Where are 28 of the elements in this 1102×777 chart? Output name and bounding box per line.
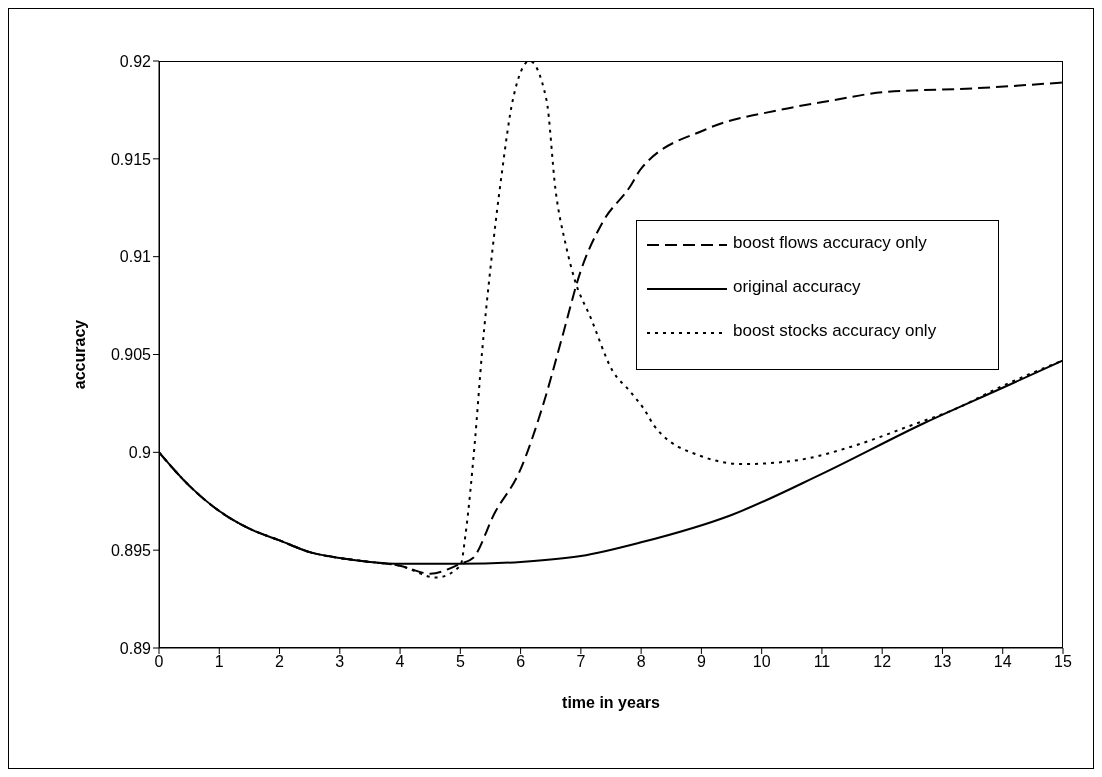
- x-axis-title: time in years: [562, 694, 661, 711]
- x-tick-label: 10: [752, 653, 771, 671]
- x-tick-label: 3: [335, 653, 345, 671]
- x-tick-label: 12: [873, 653, 892, 671]
- x-tick-label: 7: [576, 653, 586, 671]
- y-tick-label: 0.915: [110, 150, 152, 168]
- x-tick-label: 9: [696, 653, 706, 671]
- x-tick-label: 0: [154, 653, 164, 671]
- y-tick-label: 0.92: [119, 52, 152, 70]
- x-tick-label: 11: [813, 653, 831, 671]
- x-tick-label: 14: [993, 653, 1012, 671]
- y-tick-label: 0.9: [128, 444, 152, 462]
- y-tick-label: 0.91: [119, 248, 152, 266]
- legend-label: boost flows accuracy only: [733, 233, 927, 253]
- y-tick-label: 0.89: [119, 639, 152, 657]
- y-axis-title: accuracy: [70, 319, 88, 390]
- x-tick-label: 1: [214, 653, 224, 671]
- x-tick-label: 4: [395, 653, 405, 671]
- x-tick-label: 6: [516, 653, 526, 671]
- x-tick-label: 5: [455, 653, 465, 671]
- y-tick-label: 0.895: [110, 541, 152, 559]
- x-tick-label: 13: [933, 653, 952, 671]
- legend-label: boost stocks accuracy only: [733, 321, 937, 341]
- legend-label: original accuracy: [733, 277, 861, 297]
- y-tick-label: 0.905: [110, 346, 152, 364]
- x-tick-label: 8: [636, 653, 646, 671]
- x-tick-label: 15: [1054, 653, 1072, 671]
- x-tick-label: 2: [275, 653, 285, 671]
